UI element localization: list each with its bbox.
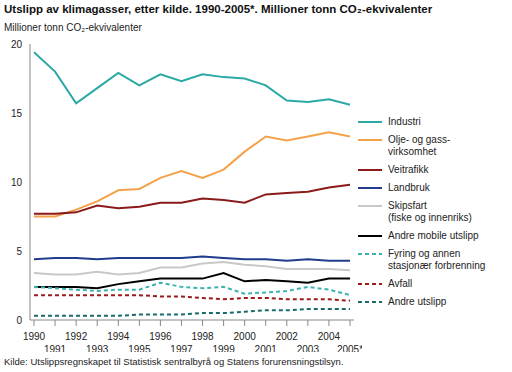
html-text:Andre utslipp: Andre utslipp [388, 296, 447, 307]
html-text:Kilde: Utslippsregnskapet til: Kilde: Utslippsregnskapet til Statistisk… [4, 356, 344, 367]
svg-text:0: 0 [16, 315, 22, 326]
svg-text:1998: 1998 [191, 331, 214, 342]
html-text:stasjonær forbrenning: stasjonær forbrenning [388, 260, 486, 271]
svg-text:2000: 2000 [234, 331, 257, 342]
html-text:Skipsfart: Skipsfart [388, 200, 427, 211]
svg-text:2005*: 2005* [337, 344, 362, 352]
html-text:Avfall: Avfall [388, 278, 413, 289]
html-text:virksomhet: virksomhet [388, 146, 437, 157]
svg-text:20: 20 [11, 39, 23, 50]
svg-text:1994: 1994 [107, 331, 130, 342]
svg-text:1995: 1995 [128, 344, 151, 352]
svg-text:1991: 1991 [44, 344, 67, 352]
svg-text:2002: 2002 [276, 331, 299, 342]
html-text:Andre mobile utslipp: Andre mobile utslipp [388, 230, 479, 241]
html-text:Landbruk: Landbruk [388, 182, 430, 193]
svg-text:2001: 2001 [255, 344, 278, 352]
svg-text:5: 5 [16, 246, 22, 257]
html-text:Millioner tonn CO₂-ekvivalente: Millioner tonn CO₂-ekvivalenter [4, 22, 142, 33]
html-text:(fiske og innenriks): (fiske og innenriks) [388, 212, 472, 223]
svg-text:1997: 1997 [170, 344, 193, 352]
svg-text:15: 15 [11, 108, 23, 119]
svg-text:1996: 1996 [149, 331, 172, 342]
svg-text:1999: 1999 [212, 344, 235, 352]
svg-text:1992: 1992 [65, 331, 88, 342]
html-text:Industri: Industri [388, 116, 421, 127]
svg-text:2004: 2004 [318, 331, 341, 342]
html-text:Veitrafikk: Veitrafikk [388, 164, 429, 175]
html-text:Olje- og gass-: Olje- og gass- [388, 134, 451, 145]
html-text:Utslipp av klimagasser, etter: Utslipp av klimagasser, etter kilde. 199… [4, 3, 433, 15]
svg-text:1990: 1990 [23, 331, 46, 342]
svg-text:1993: 1993 [86, 344, 109, 352]
svg-text:2003: 2003 [297, 344, 320, 352]
html-text:Fyring og annen: Fyring og annen [388, 248, 461, 259]
svg-text:10: 10 [11, 177, 23, 188]
